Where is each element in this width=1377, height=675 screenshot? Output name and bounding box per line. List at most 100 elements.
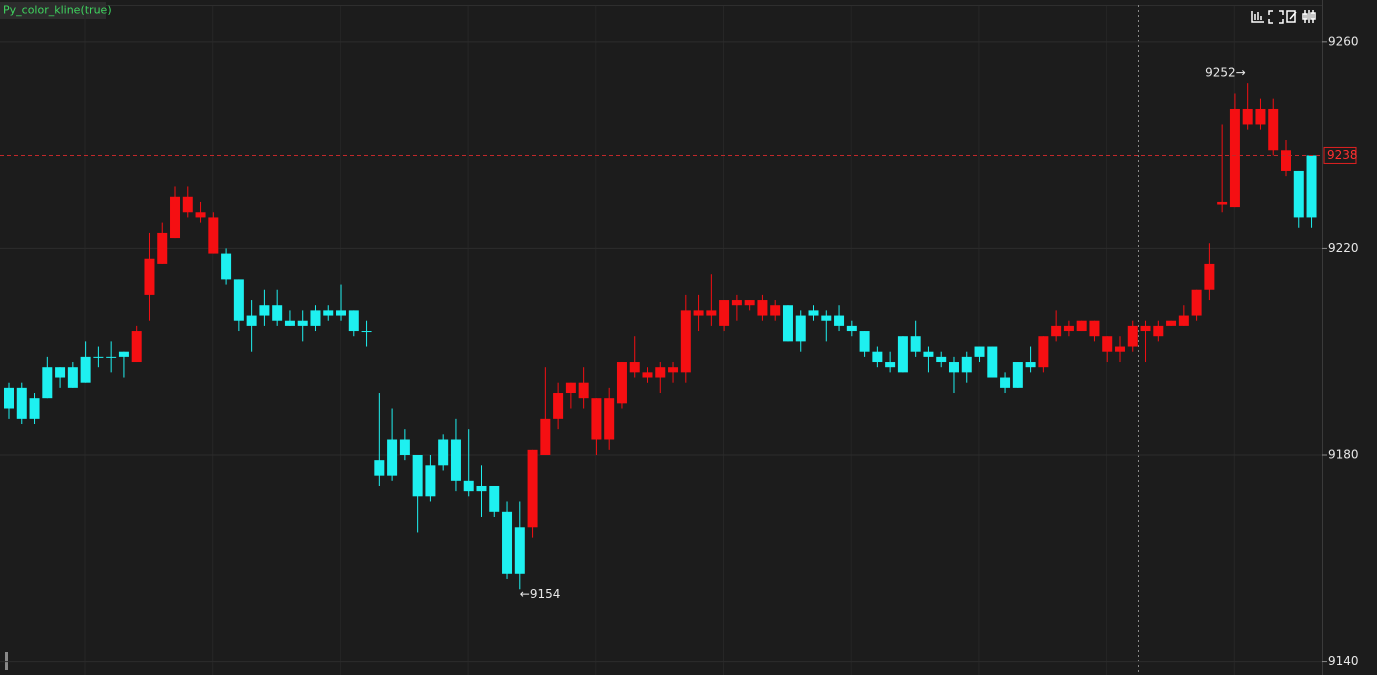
candle-body [961, 356, 972, 373]
candle-body [974, 346, 985, 357]
candle-body [846, 325, 857, 332]
candle-body [450, 439, 461, 481]
candle-body [374, 460, 385, 476]
candle-body [118, 351, 129, 357]
candle-body [706, 310, 717, 316]
candle-body [936, 356, 947, 363]
y-tick-label: 9220 [1328, 241, 1359, 255]
candle-body [348, 310, 359, 332]
candle-body [514, 527, 525, 574]
candle-body [1000, 377, 1011, 388]
y-tick-label: 9180 [1328, 447, 1359, 461]
candle-body [29, 398, 40, 419]
candle-body [1089, 320, 1100, 337]
candle-body [1051, 325, 1062, 337]
scroll-handle[interactable] [5, 652, 8, 670]
candle-body [1178, 315, 1189, 326]
candle-body [170, 196, 181, 239]
candle-body [719, 300, 730, 326]
candle-body [1306, 155, 1317, 218]
candle-body [782, 305, 793, 342]
candle-body [1153, 325, 1164, 337]
candle-body [795, 315, 806, 342]
candle-body [1063, 325, 1074, 332]
candle-body [642, 372, 653, 378]
tool-fullscreen[interactable] [1268, 10, 1284, 24]
candle-body [744, 300, 755, 306]
candle-body [808, 310, 819, 316]
candle-body [1191, 289, 1202, 316]
candle-body [246, 315, 257, 326]
candle-body [1268, 108, 1279, 151]
candle-body [680, 310, 691, 373]
tool-kline[interactable] [1302, 10, 1316, 23]
candle-body [834, 315, 845, 326]
candle-body [693, 310, 704, 316]
candle-body [1293, 170, 1304, 218]
candle-body [221, 253, 232, 280]
candle-body [821, 315, 832, 321]
candle-body [731, 300, 742, 306]
candle-body [438, 439, 449, 466]
candle-body [770, 305, 781, 316]
candle-body [897, 336, 908, 373]
candle-body [323, 310, 334, 316]
candle-body [1140, 325, 1151, 332]
candle-body [131, 331, 142, 363]
chart-title: Py_color_kline(true) [3, 4, 112, 17]
candle-body [182, 196, 193, 213]
candle-body [1281, 150, 1291, 171]
candle-body [16, 387, 27, 419]
candle-body [502, 511, 513, 574]
candle-body [4, 387, 14, 409]
candle-body [527, 449, 538, 528]
candle-body [1166, 320, 1177, 326]
candle-body [272, 305, 283, 321]
candle-body [310, 310, 321, 326]
candle-body [565, 382, 576, 394]
candle-body [195, 212, 206, 218]
candle-body [208, 217, 219, 254]
candle-body [1255, 108, 1266, 125]
candle-body [1102, 336, 1113, 352]
candle-body [553, 393, 564, 419]
candle-body [67, 367, 78, 388]
last-price-label: 9238 [1327, 148, 1358, 162]
tool-chart[interactable] [1251, 11, 1264, 23]
candle-body [859, 331, 870, 352]
candle-body [55, 367, 66, 378]
candle-body [872, 351, 883, 363]
candle-body [591, 398, 602, 440]
candle-body [412, 454, 423, 497]
y-tick-label: 9140 [1328, 654, 1359, 668]
candle-body [616, 362, 627, 404]
candle-body [157, 232, 168, 264]
candle-body [1127, 325, 1138, 347]
candle-body [425, 465, 436, 497]
candle-body [910, 336, 921, 352]
candle-body [1114, 346, 1125, 352]
candle-body [463, 480, 474, 492]
candle-body [668, 367, 679, 373]
y-tick-label: 9260 [1328, 34, 1359, 48]
candle-body [476, 485, 487, 492]
candle-body [948, 362, 959, 373]
candle-body [540, 418, 551, 455]
candle-body [987, 346, 998, 378]
candle-body [1025, 362, 1036, 368]
candle-body [361, 331, 372, 333]
candle-body [1204, 263, 1215, 290]
candle-body [259, 305, 270, 316]
candle-body [284, 320, 295, 326]
candle-body [399, 439, 410, 455]
tool-edit[interactable] [1286, 10, 1297, 23]
candle-body [144, 258, 155, 295]
candle-body [80, 356, 91, 383]
candle-body [1076, 320, 1087, 332]
candle-body [489, 485, 500, 512]
toolbar[interactable] [1251, 10, 1316, 24]
candle-body [42, 367, 53, 399]
candle-body [1038, 336, 1049, 368]
last-price-box [1323, 146, 1357, 164]
candle-body [578, 382, 589, 399]
